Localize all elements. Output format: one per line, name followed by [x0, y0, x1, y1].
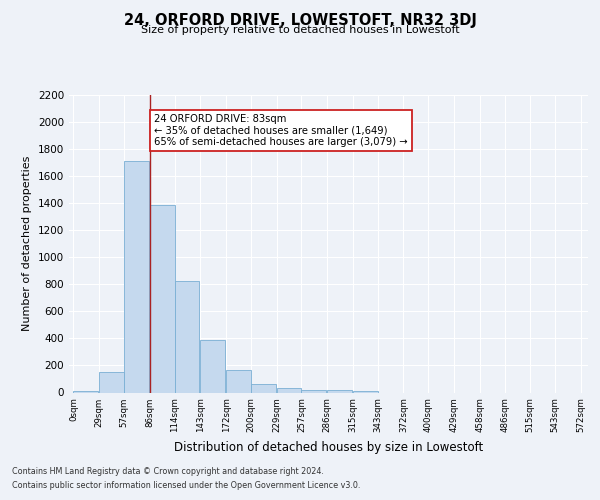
Bar — [251, 384, 276, 392]
X-axis label: Distribution of detached houses by size in Lowestoft: Distribution of detached houses by size … — [174, 440, 483, 454]
Bar — [99, 372, 124, 392]
Text: 24, ORFORD DRIVE, LOWESTOFT, NR32 3DJ: 24, ORFORD DRIVE, LOWESTOFT, NR32 3DJ — [124, 12, 476, 28]
Bar — [327, 390, 352, 392]
Text: Contains public sector information licensed under the Open Government Licence v3: Contains public sector information licen… — [12, 481, 361, 490]
Text: 24 ORFORD DRIVE: 83sqm
← 35% of detached houses are smaller (1,649)
65% of semi-: 24 ORFORD DRIVE: 83sqm ← 35% of detached… — [154, 114, 408, 147]
Bar — [150, 204, 175, 392]
Bar — [73, 391, 98, 392]
Y-axis label: Number of detached properties: Number of detached properties — [22, 156, 32, 332]
Bar — [175, 281, 199, 392]
Bar — [301, 390, 326, 392]
Bar — [200, 340, 225, 392]
Text: Contains HM Land Registry data © Crown copyright and database right 2024.: Contains HM Land Registry data © Crown c… — [12, 467, 324, 476]
Text: Size of property relative to detached houses in Lowestoft: Size of property relative to detached ho… — [140, 25, 460, 35]
Bar — [277, 388, 301, 392]
Bar — [124, 162, 149, 392]
Bar — [353, 391, 378, 392]
Bar — [226, 370, 251, 392]
